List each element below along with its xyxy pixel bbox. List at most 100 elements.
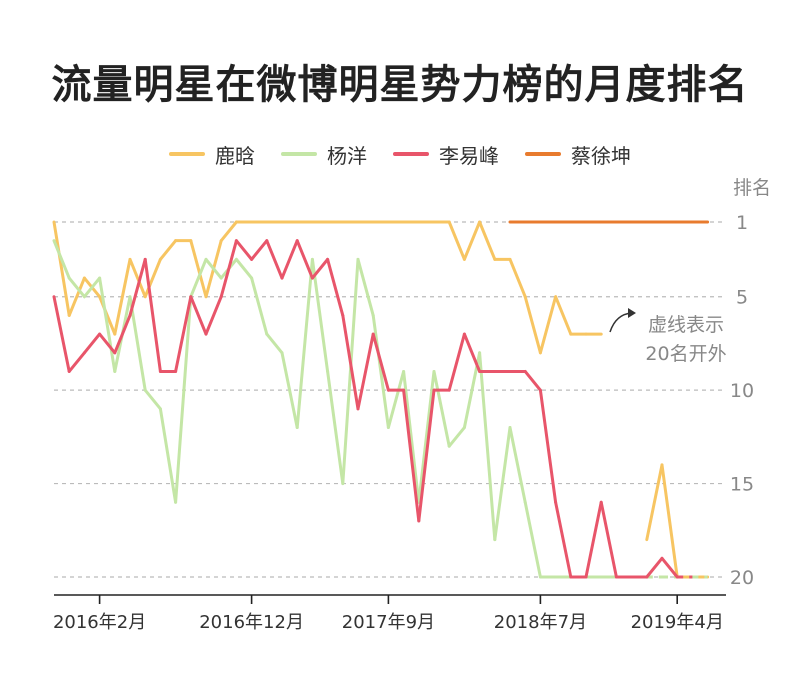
x-tick-label: 2016年2月	[53, 612, 146, 633]
series-1-segment	[447, 426, 466, 448]
series-2-segment	[554, 500, 573, 579]
series-0-segment	[478, 220, 497, 261]
series-2-segment	[447, 332, 466, 392]
series-0-segment	[113, 257, 132, 336]
series-2-segment	[280, 239, 299, 280]
legend-item-liyifeng: 李易峰	[393, 140, 499, 169]
series-1-segment	[356, 257, 375, 317]
series-1-segment	[371, 313, 390, 430]
y-tick-label: 10	[730, 380, 754, 402]
series-0-segment	[128, 257, 147, 299]
legend-label-caixukun: 蔡徐坤	[571, 143, 631, 168]
series-2-segment	[113, 313, 132, 355]
series-2-segment	[660, 556, 679, 579]
annotation-line-2: 20名开外	[645, 343, 726, 365]
series-0-segment	[189, 239, 208, 299]
series-0-segment	[660, 463, 679, 579]
series-1-segment	[341, 257, 360, 486]
series-2-segment	[234, 239, 254, 261]
series-1-segment	[280, 351, 299, 430]
series-0-segment	[98, 295, 117, 336]
series-1-segment	[98, 276, 117, 373]
series-2-segment	[523, 369, 542, 392]
series-2-segment	[98, 332, 117, 355]
legend-swatch-luhan	[169, 152, 205, 156]
legend: 鹿晗 杨洋 李易峰 蔡徐坤	[0, 140, 800, 168]
y-axis-title: 排名	[733, 177, 771, 199]
x-tick-label: 2017年9月	[342, 612, 435, 633]
chart-title: 流量明星在微博明星势力榜的月度排名	[51, 62, 749, 108]
series-2-segment	[645, 556, 664, 579]
series-2-segment	[265, 239, 284, 280]
series-1-segment	[265, 332, 284, 355]
series-1-segment	[189, 257, 208, 299]
series-1-segment	[234, 257, 254, 280]
series-2-segment	[82, 332, 102, 355]
series-0-segment	[554, 295, 573, 336]
legend-label-liyifeng: 李易峰	[439, 143, 499, 168]
series-0-segment	[219, 220, 238, 243]
y-tick-label: 1	[736, 212, 748, 234]
series-1-segment	[295, 257, 314, 430]
series-0-segment	[158, 239, 178, 261]
x-tick-label: 2018年7月	[494, 612, 587, 633]
series-1-segment	[310, 257, 330, 373]
series-1-segment	[417, 369, 436, 504]
series-1-segment	[128, 295, 147, 392]
series-2-segment	[356, 332, 375, 411]
y-tick-label: 20	[730, 567, 754, 589]
legend-swatch-liyifeng	[393, 152, 429, 156]
series-2-segment	[584, 500, 603, 579]
series-2-segment	[538, 388, 558, 504]
series-2-segment	[174, 295, 193, 373]
legend-label-yangyang: 杨洋	[327, 143, 367, 168]
series-1-segment	[143, 388, 162, 411]
series-0-segment	[67, 276, 86, 317]
series-1-segment	[52, 239, 71, 280]
series-2-segment	[52, 295, 71, 373]
series-2-segment	[189, 295, 208, 336]
legend-item-luhan: 鹿晗	[169, 140, 255, 169]
legend-item-caixukun: 蔡徐坤	[525, 140, 631, 169]
series-2-segment	[128, 257, 147, 317]
legend-label-luhan: 鹿晗	[215, 143, 255, 168]
legend-item-yangyang: 杨洋	[281, 140, 367, 169]
series-0-segment	[52, 220, 71, 317]
series-2-segment	[295, 239, 314, 280]
series-2-segment	[67, 351, 86, 373]
series-2-segment	[250, 239, 269, 261]
series-0-segment	[645, 463, 664, 542]
series-1-segment	[67, 276, 86, 299]
series-2-segment	[371, 332, 390, 392]
series-1-segment	[82, 276, 102, 299]
series-1-segment	[250, 276, 269, 336]
series-1-segment	[402, 369, 421, 504]
series-1-segment	[478, 351, 497, 542]
series-0-segment	[143, 257, 162, 299]
series-1-segment	[326, 369, 345, 486]
x-tick-label: 2019年4月	[631, 612, 724, 633]
y-tick-label: 5	[736, 287, 748, 309]
series-0-segment	[508, 257, 527, 299]
series-2-segment	[341, 313, 360, 411]
series-0-segment	[538, 295, 558, 355]
series-2-segment	[462, 332, 482, 373]
legend-swatch-caixukun	[525, 152, 561, 156]
y-tick-label: 15	[730, 474, 754, 496]
x-tick-label: 2016年12月	[199, 612, 304, 633]
series-1-segment	[204, 257, 223, 280]
series-0-segment	[447, 220, 466, 261]
series-1-segment	[523, 500, 542, 579]
series-2-segment	[204, 295, 223, 336]
series-2-segment	[326, 257, 345, 317]
series-1-segment	[493, 426, 512, 542]
series-2-segment	[310, 257, 330, 280]
annotation-arrowhead	[628, 308, 636, 318]
annotation-line-1: 虚线表示	[648, 314, 724, 336]
series-2-segment	[599, 500, 618, 579]
series-0-segment	[523, 295, 542, 355]
series-1-segment	[508, 426, 527, 504]
series-2-segment	[143, 257, 162, 373]
series-1-segment	[174, 295, 193, 504]
